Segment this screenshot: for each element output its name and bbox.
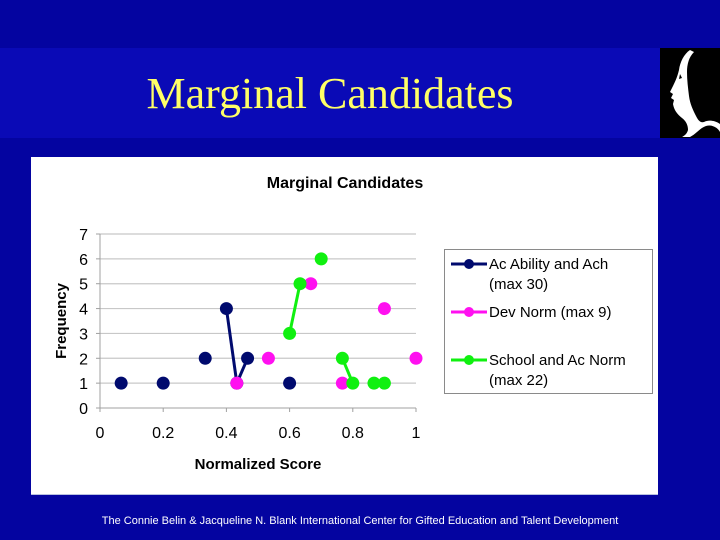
- data-point: [156, 376, 170, 390]
- x-tick-label: 0.2: [152, 425, 174, 442]
- y-tick-label: 6: [79, 252, 88, 269]
- data-point: [335, 351, 349, 365]
- data-point: [367, 376, 381, 390]
- x-axis-label: Normalized Score: [195, 456, 322, 473]
- slide-title-text: Marginal Candidates: [146, 69, 514, 118]
- data-point: [335, 376, 349, 390]
- legend-label: School and Ac Norm (max 22): [489, 352, 626, 389]
- slide-footer: The Connie Belin & Jacqueline N. Blank I…: [0, 515, 720, 527]
- legend-marker-icon: [451, 259, 487, 269]
- y-tick-label: 2: [79, 351, 88, 368]
- slide-title: Marginal Candidates: [0, 66, 660, 122]
- data-point: [293, 277, 307, 291]
- y-axis-label: Frequency: [53, 282, 70, 359]
- legend-marker-icon: [451, 355, 487, 365]
- y-tick-label: 4: [79, 302, 88, 319]
- series-line: [288, 283, 302, 334]
- x-tick-label: 0: [96, 425, 105, 442]
- data-point: [261, 351, 275, 365]
- legend-marker-icon: [451, 307, 487, 317]
- data-point: [283, 326, 297, 340]
- chart-panel: Marginal Candidates 0 1 2 3 4 5 6 7 0 0.2 0.4 0.6 0.8…: [31, 157, 658, 495]
- logo: [660, 48, 720, 138]
- legend-label: Ac Ability and Ach (max 30): [489, 256, 609, 293]
- data-point: [283, 376, 297, 390]
- data-point: [114, 376, 128, 390]
- data-point: [377, 376, 391, 390]
- x-tick-label: 0.8: [342, 425, 364, 442]
- x-tick-label: 1: [412, 425, 421, 442]
- y-tick-label: 1: [79, 376, 88, 393]
- chart-title: Marginal Candidates: [267, 175, 424, 192]
- y-tick-label: 5: [79, 277, 88, 294]
- x-tick-label: 0.4: [215, 425, 237, 442]
- title-band: [0, 48, 660, 138]
- data-point: [241, 351, 255, 365]
- data-point: [346, 376, 360, 390]
- footer-text: The Connie Belin & Jacqueline N. Blank I…: [101, 515, 619, 527]
- profile-silhouette-icon: [660, 48, 720, 138]
- series-line: [224, 308, 239, 384]
- y-tick-label: 0: [79, 401, 88, 418]
- y-tick-label: 3: [79, 326, 88, 343]
- data-point: [304, 277, 318, 291]
- scatter-chart: Marginal Candidates 0 1 2 3 4 5 6 7 0 0.2 0.4 0.6 0.8…: [53, 175, 424, 473]
- data-point: [198, 351, 212, 365]
- legend-label: Dev Norm (max 9): [489, 304, 612, 321]
- data-point: [219, 302, 233, 316]
- data-point: [314, 252, 328, 266]
- chart-legend: Ac Ability and Ach (max 30) Dev Norm (max…: [444, 249, 653, 394]
- data-point: [409, 351, 423, 365]
- x-tick-label: 0.6: [278, 425, 300, 442]
- y-tick-label: 7: [79, 227, 88, 244]
- data-point: [230, 376, 244, 390]
- data-point: [377, 302, 391, 316]
